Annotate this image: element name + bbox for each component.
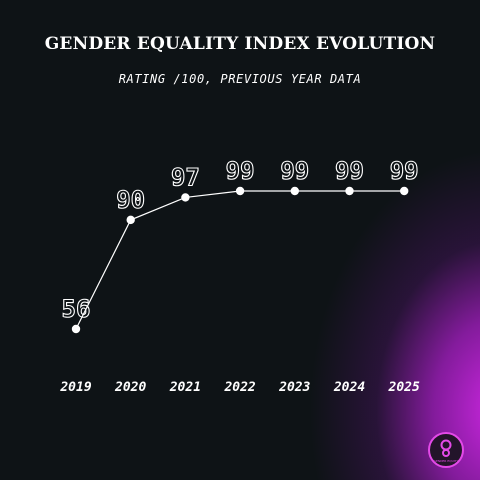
data-point-2020 [126,215,135,225]
x-tick-label-2019: 2019 [59,380,91,395]
x-tick-label-2023: 2023 [278,380,310,395]
data-point-2022 [235,186,245,196]
data-point-2025 [400,186,409,196]
data-point-2021 [181,193,190,202]
data-label-layer: 56 90 97 99 99 99 99 [61,156,419,323]
x-tick-label-2020: 2020 [114,380,146,395]
chart-title: GENDER EQUALITY INDEX EVOLUTION [44,34,436,54]
logo-text: GENDER EQUITY [433,459,459,463]
data-point-2024 [345,186,354,196]
data-label-2020: 90 [116,186,145,214]
data-label-2019: 56 [62,295,91,323]
data-label-2025: 99 [390,157,419,185]
data-point-2019 [71,324,81,334]
chart-subtitle: RATING /100, PREVIOUS YEAR DATA [118,72,362,86]
x-tick-label-2022: 2022 [223,380,255,395]
gender-equality-logo-icon: GENDER EQUITY [428,432,464,468]
x-tick-label-2021: 2021 [169,380,201,395]
data-label-2023: 99 [280,157,309,185]
data-point-2023 [290,186,299,196]
data-label-2022: 99 [226,157,255,185]
x-tick-label-2024: 2024 [333,380,365,395]
data-label-2024: 99 [335,157,364,185]
marker-layer [71,186,409,334]
x-tick-label-2025: 2025 [388,380,420,395]
x-axis-tick-layer: 2019 2020 2021 2022 2023 2024 2025 [59,380,420,395]
logo-symbol-icon [440,439,452,457]
data-label-2021: 97 [171,163,200,191]
